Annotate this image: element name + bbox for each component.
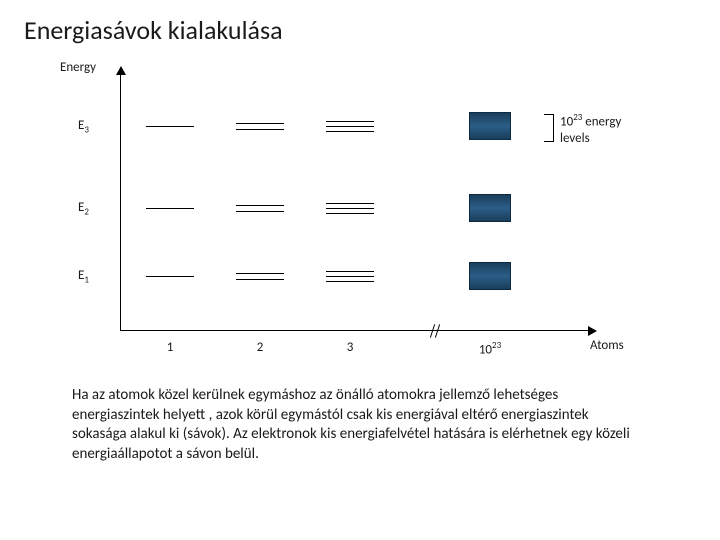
x-axis-arrow bbox=[588, 326, 597, 336]
energy-line bbox=[236, 211, 284, 212]
x-tick-label: 3 bbox=[347, 340, 354, 355]
annotation-text: 1023 energylevels bbox=[560, 112, 621, 147]
x-axis bbox=[120, 330, 590, 331]
x-tick-label: 2 bbox=[257, 340, 264, 355]
energy-line bbox=[326, 131, 374, 132]
energy-line bbox=[236, 123, 284, 124]
energy-band bbox=[469, 194, 511, 222]
axis-break bbox=[430, 324, 440, 337]
energy-line bbox=[326, 208, 374, 209]
energy-line bbox=[236, 205, 284, 206]
y-axis bbox=[120, 70, 121, 330]
x-tick-label: 1023 bbox=[479, 340, 501, 357]
body-paragraph: Ha az atomok közel kerülnek egymáshoz az… bbox=[72, 386, 642, 464]
energy-line bbox=[236, 129, 284, 130]
energy-line bbox=[326, 213, 374, 214]
energy-line bbox=[326, 281, 374, 282]
x-axis-label: Atoms bbox=[590, 338, 624, 353]
energy-band-diagram: Energy E3 E2 E1 1 2 3 1023 Atoms 1023 energyl… bbox=[60, 60, 660, 360]
energy-level-label: E3 bbox=[78, 118, 89, 136]
energy-line bbox=[326, 276, 374, 277]
energy-band bbox=[469, 112, 511, 140]
energy-level-label: E2 bbox=[78, 200, 89, 218]
y-axis-label: Energy bbox=[60, 60, 96, 75]
energy-line bbox=[146, 126, 194, 127]
energy-level-label: E1 bbox=[78, 268, 89, 286]
page-title: Energiasávok kialakulása bbox=[24, 14, 283, 46]
energy-line bbox=[236, 279, 284, 280]
energy-line bbox=[146, 276, 194, 277]
energy-line bbox=[326, 121, 374, 122]
energy-line bbox=[326, 271, 374, 272]
energy-line bbox=[326, 126, 374, 127]
annotation-bracket bbox=[544, 114, 554, 142]
energy-line bbox=[146, 208, 194, 209]
y-axis-arrow bbox=[116, 66, 126, 75]
energy-band bbox=[469, 262, 511, 290]
x-tick-label: 1 bbox=[167, 340, 174, 355]
energy-line bbox=[236, 273, 284, 274]
energy-line bbox=[326, 203, 374, 204]
